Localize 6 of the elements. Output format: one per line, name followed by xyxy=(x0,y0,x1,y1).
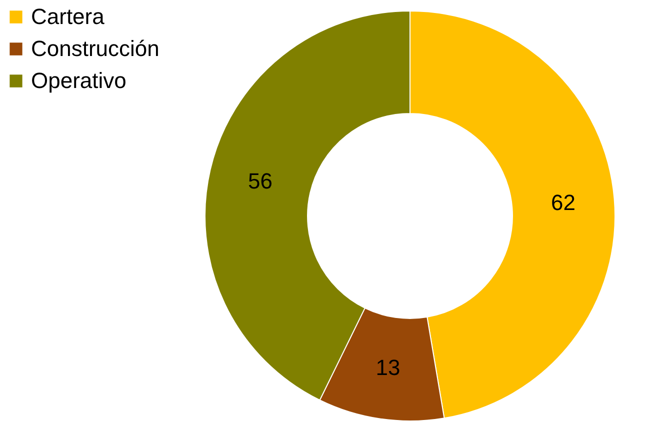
legend-label: Operativo xyxy=(31,68,126,93)
data-label: 13 xyxy=(376,355,400,380)
legend-label: Construcción xyxy=(31,36,160,61)
data-label: 56 xyxy=(248,168,272,194)
legend-label: Cartera xyxy=(31,4,106,29)
data-label: 62 xyxy=(550,190,576,216)
